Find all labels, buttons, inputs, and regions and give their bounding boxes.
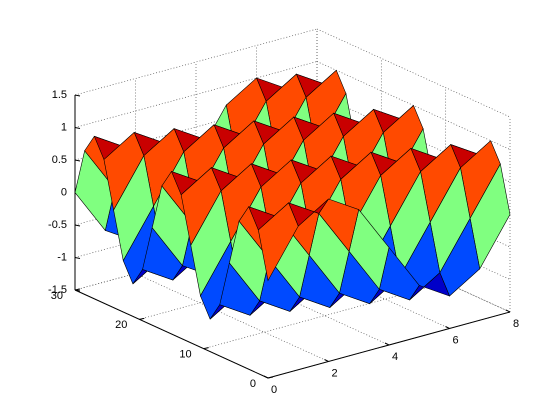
z-tick <box>74 257 81 259</box>
z-tick-label: 0 <box>61 186 67 198</box>
x-tick <box>263 375 269 379</box>
x-tick-label: 0 <box>271 384 277 396</box>
z-tick-label: -0.5 <box>48 219 67 231</box>
z-tick <box>74 224 81 227</box>
y-tick-label: 30 <box>51 290 63 302</box>
surface-patch <box>258 202 299 282</box>
z-tick-label: 0.5 <box>52 154 67 166</box>
z-tick-label: 1 <box>61 121 67 133</box>
y-tick-label: 0 <box>250 378 256 390</box>
x-tick <box>324 359 329 362</box>
y-tick <box>267 376 274 379</box>
z-tick <box>74 94 81 97</box>
x-tick <box>445 326 450 329</box>
x-tick <box>505 309 511 313</box>
x-tick-label: 2 <box>331 367 337 379</box>
z-tick <box>74 289 81 292</box>
z-tick-label: 1.5 <box>52 89 67 101</box>
x-tick-label: 6 <box>452 334 458 346</box>
x-tick-label: 8 <box>513 318 519 330</box>
z-tick-label: -1.5 <box>48 284 67 296</box>
x-tick <box>384 342 390 346</box>
z-tick <box>74 127 81 129</box>
y-tick <box>203 347 209 350</box>
x-tick-label: 4 <box>392 351 398 363</box>
z-tick <box>74 159 81 162</box>
z-tick-label: -1 <box>57 251 67 263</box>
y-tick-label: 20 <box>115 319 127 331</box>
y-axis <box>74 289 269 379</box>
y-tick-label: 10 <box>179 349 191 361</box>
y-tick <box>139 317 145 320</box>
